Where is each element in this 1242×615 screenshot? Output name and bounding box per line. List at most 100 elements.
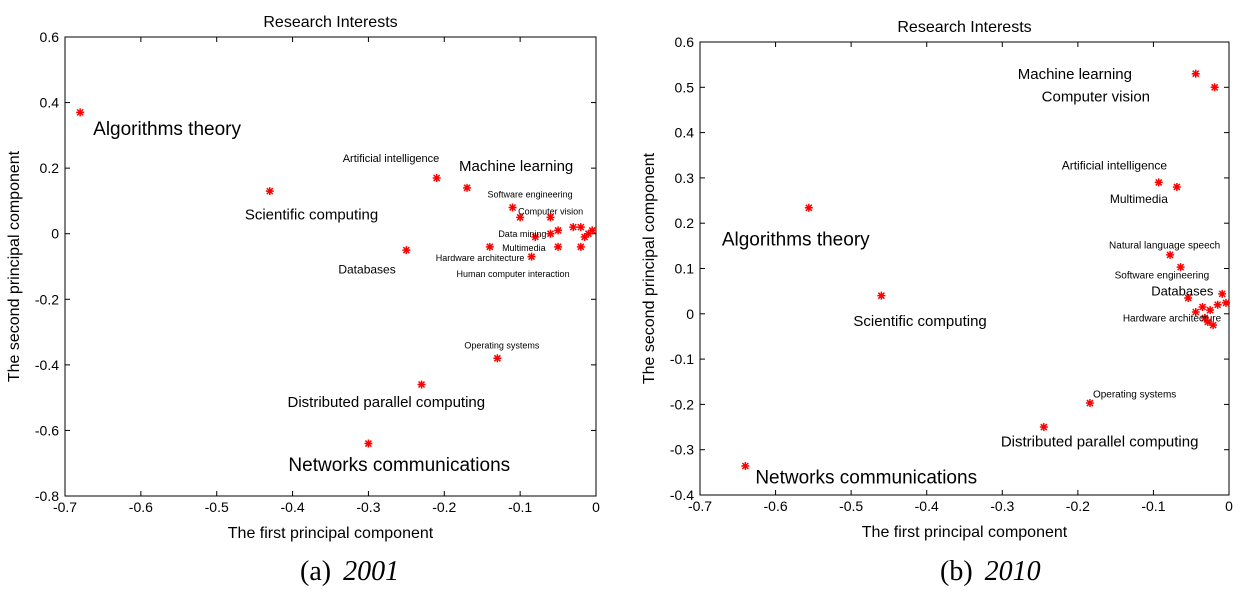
caption-year: 2001 bbox=[343, 556, 399, 587]
y-tick-label: -0.1 bbox=[670, 351, 694, 367]
y-tick-label: 0.5 bbox=[675, 79, 695, 95]
point-label: Computer vision bbox=[1042, 89, 1150, 106]
data-point bbox=[1213, 300, 1222, 309]
data-point bbox=[1166, 250, 1175, 259]
y-tick-label: 0.4 bbox=[675, 125, 695, 141]
caption-year: 2010 bbox=[985, 556, 1041, 587]
y-tick-label: 0.1 bbox=[675, 261, 695, 277]
y-tick-label: -0.2 bbox=[35, 291, 59, 307]
caption: (b) 2010 bbox=[940, 556, 1041, 587]
data-point bbox=[569, 223, 578, 232]
point-label: Hardware architecture bbox=[436, 253, 525, 263]
x-tick-label: -0.1 bbox=[508, 499, 532, 515]
plot-frame bbox=[64, 36, 597, 497]
y-tick-label: 0.4 bbox=[40, 95, 60, 111]
data-point bbox=[417, 380, 426, 389]
data-point bbox=[554, 242, 563, 251]
point-label: Scientific computing bbox=[245, 206, 378, 223]
x-tick-label: 0 bbox=[592, 499, 600, 515]
caption: (a) 2001 bbox=[300, 556, 399, 587]
data-point bbox=[804, 203, 813, 212]
data-point bbox=[265, 187, 274, 196]
y-axis-label: The second principal component bbox=[6, 150, 23, 382]
x-tick-label: -0.4 bbox=[281, 499, 305, 515]
data-point bbox=[576, 242, 585, 251]
chart-title: Research Interests bbox=[897, 19, 1031, 36]
chart-title: Research Interests bbox=[263, 14, 397, 31]
point-label: Databases bbox=[338, 262, 395, 276]
x-tick-label: -0.2 bbox=[1066, 498, 1090, 514]
x-tick-label: -0.3 bbox=[356, 499, 380, 515]
point-label: Operating systems bbox=[1093, 390, 1176, 401]
data-point bbox=[1191, 69, 1200, 78]
data-point bbox=[1209, 321, 1218, 330]
y-tick-label: 0.3 bbox=[675, 170, 695, 186]
x-tick-label: -0.2 bbox=[432, 499, 456, 515]
point-label: Distributed parallel computing bbox=[288, 394, 486, 411]
x-tick-label: -0.1 bbox=[1141, 498, 1165, 514]
point-label: Databases bbox=[1151, 283, 1214, 298]
x-axis-label: The first principal component bbox=[228, 525, 434, 542]
data-point bbox=[1210, 83, 1219, 92]
data-point bbox=[546, 229, 555, 238]
point-label: Algorithms theory bbox=[722, 229, 870, 250]
point-label: Natural language speech bbox=[1109, 240, 1220, 251]
data-point bbox=[1154, 178, 1163, 187]
point-label: Artificial intelligence bbox=[343, 153, 440, 165]
data-point bbox=[584, 229, 593, 238]
point-label: Machine learning bbox=[459, 158, 573, 175]
data-point bbox=[741, 462, 750, 471]
y-axis-label: The second principal component bbox=[641, 152, 658, 384]
x-tick-label: -0.5 bbox=[205, 499, 229, 515]
point-label: Algorithms theory bbox=[93, 119, 241, 140]
data-point bbox=[576, 223, 585, 232]
point-label: Scientific computing bbox=[853, 313, 986, 330]
point-label: Software engineering bbox=[1115, 271, 1210, 282]
point-label: Distributed parallel computing bbox=[1001, 433, 1199, 450]
y-tick-label: -0.4 bbox=[670, 487, 694, 503]
data-point bbox=[364, 439, 373, 448]
data-point bbox=[527, 252, 536, 261]
point-label: Data mining bbox=[498, 229, 546, 239]
data-point bbox=[402, 246, 411, 255]
data-point bbox=[1085, 399, 1094, 408]
x-tick-label: -0.7 bbox=[688, 498, 712, 514]
data-point bbox=[1200, 313, 1209, 322]
caption-tag: (a) bbox=[300, 556, 331, 587]
point-label: Computer vision bbox=[518, 206, 583, 216]
y-tick-label: -0.3 bbox=[670, 442, 694, 458]
data-point bbox=[1039, 423, 1048, 432]
data-point bbox=[1218, 289, 1227, 298]
y-tick-label: 0.6 bbox=[40, 29, 60, 45]
data-point bbox=[531, 232, 540, 241]
y-tick-label: 0.6 bbox=[675, 34, 695, 50]
x-tick-label: -0.5 bbox=[839, 498, 863, 514]
point-label: Artificial intelligence bbox=[1062, 159, 1168, 173]
y-tick-label: 0.2 bbox=[675, 215, 695, 231]
data-point bbox=[508, 203, 517, 212]
x-tick-label: 0 bbox=[1225, 498, 1233, 514]
data-point bbox=[485, 242, 494, 251]
data-point bbox=[877, 291, 886, 300]
data-point bbox=[1203, 317, 1212, 326]
y-tick-label: 0 bbox=[51, 226, 59, 242]
x-tick-label: -0.4 bbox=[915, 498, 939, 514]
x-tick-label: -0.6 bbox=[764, 498, 788, 514]
data-point bbox=[554, 226, 563, 235]
y-tick-label: -0.8 bbox=[35, 488, 59, 504]
y-tick-label: -0.2 bbox=[670, 396, 694, 412]
point-label: Multimedia bbox=[502, 243, 546, 253]
y-tick-label: -0.4 bbox=[35, 357, 59, 373]
data-point bbox=[1221, 298, 1230, 307]
x-tick-label: -0.6 bbox=[129, 499, 153, 515]
data-point bbox=[493, 354, 502, 363]
data-point bbox=[580, 232, 589, 241]
y-tick-label: -0.6 bbox=[35, 422, 59, 438]
data-point bbox=[1172, 182, 1181, 191]
point-label: Hardware architecture bbox=[1123, 313, 1222, 324]
point-label: Machine learning bbox=[1018, 66, 1132, 83]
point-label: Human computer interaction bbox=[457, 269, 570, 279]
point-label: Networks communications bbox=[755, 468, 977, 489]
y-tick-label: 0 bbox=[686, 306, 694, 322]
